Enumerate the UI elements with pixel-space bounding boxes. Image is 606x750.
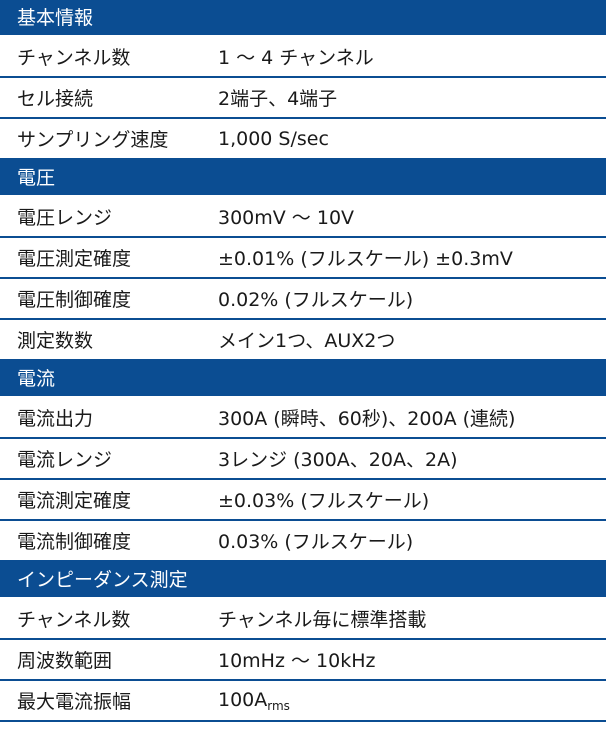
section-basic-info: 基本情報 チャンネル数 1 ～ 4 チャンネル セル接続 2端子、4端子 サンプ… [0,0,606,160]
table-row: 周波数範囲 10mHz ～ 10kHz [0,640,606,681]
section-header: 基本情報 [0,0,606,37]
value-main: 100A [218,688,268,711]
row-value: ±0.01% (フルスケール) ±0.3mV [218,248,513,270]
table-row: サンプリング速度 1,000 S/sec [0,119,606,160]
row-value: チャンネル毎に標準搭載 [218,609,427,631]
row-label: 電流測定確度 [17,490,132,512]
row-label: 測定数数 [17,330,94,352]
row-value: メイン1つ、AUX2つ [218,330,396,352]
table-row: 電流出力 300A (瞬時、60秒)、200A (連続) [0,398,606,439]
section-voltage: 電圧 電圧レンジ 300mV ～ 10V 電圧測定確度 ±0.01% (フルスケ… [0,160,606,361]
row-value: 300A (瞬時、60秒)、200A (連続) [218,408,516,430]
table-row: 測定数数 メイン1つ、AUX2つ [0,320,606,361]
row-value: 0.03% (フルスケール) [218,531,414,553]
table-row: 最大電流振幅 100Arms [0,681,606,722]
table-row: チャンネル数 チャンネル毎に標準搭載 [0,599,606,640]
row-label: 最大電流振幅 [17,691,132,713]
row-label: チャンネル数 [17,609,131,631]
row-value: 10mHz ～ 10kHz [218,650,376,672]
table-row: 電圧制御確度 0.02% (フルスケール) [0,279,606,320]
row-value: 1 ～ 4 チャンネル [218,47,374,69]
row-value: ±0.03% (フルスケール) [218,490,430,512]
table-row: 電流測定確度 ±0.03% (フルスケール) [0,480,606,521]
row-label: 電圧制御確度 [17,289,132,311]
row-label: 電圧測定確度 [17,248,132,270]
row-label: 電流レンジ [17,449,113,471]
table-row: チャンネル数 1 ～ 4 チャンネル [0,37,606,78]
row-value: 2端子、4端子 [218,88,338,110]
row-value: 100Arms [218,689,606,713]
row-value: 1,000 S/sec [218,127,329,150]
row-value: 300mV ～ 10V [218,207,355,229]
table-row: セル接続 2端子、4端子 [0,78,606,119]
table-row: 電流制御確度 0.03% (フルスケール) [0,521,606,562]
table-row: 電流レンジ 3レンジ (300A、20A、2A) [0,439,606,480]
section-impedance: インピーダンス測定 チャンネル数 チャンネル毎に標準搭載 周波数範囲 10mHz… [0,562,606,722]
section-current: 電流 電流出力 300A (瞬時、60秒)、200A (連続) 電流レンジ 3レ… [0,361,606,562]
row-label: チャンネル数 [17,47,131,69]
section-header: インピーダンス測定 [0,562,606,599]
row-label: 電圧レンジ [17,207,113,229]
row-value: 3レンジ (300A、20A、2A) [218,449,458,471]
value-subscript: rms [267,698,290,713]
spec-table: 基本情報 チャンネル数 1 ～ 4 チャンネル セル接続 2端子、4端子 サンプ… [0,0,606,722]
section-header: 電流 [0,361,606,398]
row-value: 0.02% (フルスケール) [218,289,414,311]
row-label: 電流出力 [17,408,94,430]
table-row: 電圧レンジ 300mV ～ 10V [0,197,606,238]
table-row: 電圧測定確度 ±0.01% (フルスケール) ±0.3mV [0,238,606,279]
row-label: セル接続 [17,88,94,110]
row-label: サンプリング速度 [17,129,169,151]
row-label: 周波数範囲 [17,650,113,672]
row-label: 電流制御確度 [17,531,132,553]
section-header: 電圧 [0,160,606,197]
